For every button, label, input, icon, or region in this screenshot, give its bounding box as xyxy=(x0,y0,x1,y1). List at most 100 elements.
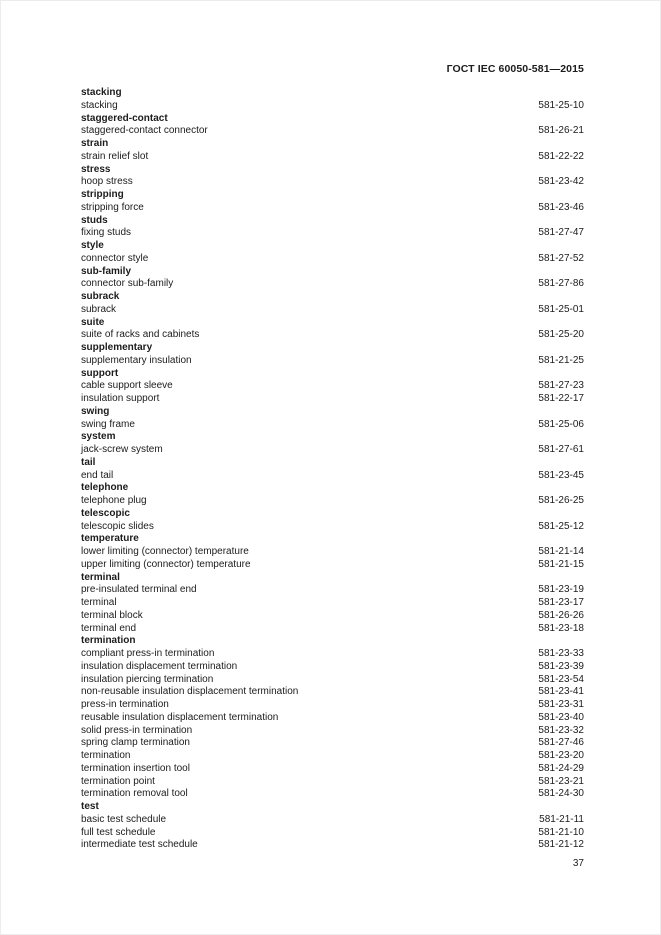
code-text: 581-27-61 xyxy=(538,444,584,455)
term-text: insulation support xyxy=(81,393,160,404)
code-text: 581-23-20 xyxy=(538,750,584,761)
code-text: 581-27-52 xyxy=(538,252,584,264)
index-entry-row: non-reusable insulation displacement ter… xyxy=(81,686,584,699)
index-headword-row: stacking xyxy=(81,87,584,100)
index-entry-row: connector style 581-27-52 xyxy=(81,253,584,266)
term-text: stacking xyxy=(81,99,118,111)
term-text: solid press-in termination xyxy=(81,724,193,736)
headword-text: suite xyxy=(81,316,105,328)
code-text: 581-23-46 xyxy=(538,201,584,213)
index-headword-row: swing xyxy=(81,406,584,419)
index-entry-row: supplementary insulation 581-21-25 xyxy=(81,355,584,368)
code-text: 581-23-21 xyxy=(538,775,584,787)
index-entry-row: cable support sleeve 581-27-23 xyxy=(81,380,584,393)
code-text: 581-23-42 xyxy=(538,176,584,188)
headword-text: stacking xyxy=(81,87,122,98)
term-text: terminal end xyxy=(81,622,137,634)
term-text: pre-insulated terminal end xyxy=(81,584,197,596)
term-text: staggered-contact connector xyxy=(81,125,208,137)
headword-text: strain xyxy=(81,138,109,149)
code-text: 581-23-41 xyxy=(538,686,584,698)
term-text: termination insertion tool xyxy=(81,762,190,774)
code-text: 581-22-22 xyxy=(538,150,584,162)
index-entry-row: stripping force 581-23-46 xyxy=(81,202,584,215)
index-entry-row: subrack 581-25-01 xyxy=(81,304,584,317)
index-entry-row: telephone plug 581-26-25 xyxy=(81,495,584,508)
code-text: 581-24-30 xyxy=(538,788,584,800)
code-text: 581-23-45 xyxy=(538,469,584,481)
code-text: 581-21-11 xyxy=(539,813,584,825)
index-entry-row: terminal 581-23-17 xyxy=(81,597,584,610)
headword-text: test xyxy=(81,801,99,812)
headword-text: temperature xyxy=(81,533,139,545)
term-text: jack-screw system xyxy=(81,444,163,455)
index-entry-row: termination 581-23-20 xyxy=(81,750,584,763)
term-text: insulation displacement termination xyxy=(81,660,238,672)
term-text: insulation piercing termination xyxy=(81,673,214,685)
term-text: telescopic slides xyxy=(81,520,154,532)
index-headword-row: supplementary xyxy=(81,342,584,355)
term-text: swing frame xyxy=(81,418,135,430)
index-entry-row: full test schedule 581-21-10 xyxy=(81,827,584,840)
term-text: lower limiting (connector) temperature xyxy=(81,546,249,557)
code-text: 581-26-26 xyxy=(538,609,584,621)
page-number: 37 xyxy=(572,858,584,869)
headword-text: staggered-contact xyxy=(81,112,168,124)
code-text: 581-27-47 xyxy=(538,227,584,239)
code-text: 581-21-12 xyxy=(538,839,584,851)
headword-text: tail xyxy=(81,456,96,468)
headword-text: swing xyxy=(81,405,110,417)
headword-text: subrack xyxy=(81,291,120,302)
code-text: 581-23-32 xyxy=(538,724,584,736)
index-entry-row: reusable insulation displacement termina… xyxy=(81,712,584,725)
index-entry-row: swing frame 581-25-06 xyxy=(81,419,584,432)
code-text: 581-25-01 xyxy=(538,303,584,315)
index-entry-row: insulation support 581-22-17 xyxy=(81,393,584,406)
term-text: supplementary insulation xyxy=(81,354,192,366)
term-text: connector sub-family xyxy=(81,278,174,290)
index-list: stacking stacking 581-25-10 staggered-conta… xyxy=(81,87,584,852)
index-entry-row: termination removal tool 581-24-30 xyxy=(81,788,584,801)
headword-text: sub-family xyxy=(81,265,132,277)
headword-text: termination xyxy=(81,635,136,647)
code-text: 581-26-25 xyxy=(538,495,584,506)
index-entry-row: press-in termination 581-23-31 xyxy=(81,699,584,712)
index-entry-row: termination point 581-23-21 xyxy=(81,776,584,789)
document-header-title: ГОСТ IEC 60050-581—2015 xyxy=(446,63,584,75)
index-headword-row: termination xyxy=(81,635,584,648)
term-text: subrack xyxy=(81,303,117,315)
index-headword-row: terminal xyxy=(81,572,584,585)
term-text: terminal block xyxy=(81,609,143,621)
code-text: 581-25-20 xyxy=(538,329,584,341)
index-entry-row: insulation displacement termination 581-2… xyxy=(81,661,584,674)
term-text: strain relief slot xyxy=(81,150,149,162)
term-text: stripping force xyxy=(81,201,144,213)
term-text: telephone plug xyxy=(81,495,147,506)
headword-text: stress xyxy=(81,163,111,175)
index-entry-row: terminal block 581-26-26 xyxy=(81,610,584,623)
index-headword-row: sub-family xyxy=(81,266,584,279)
index-headword-row: staggered-contact xyxy=(81,113,584,126)
index-entry-row: terminal end 581-23-18 xyxy=(81,623,584,636)
code-text: 581-21-10 xyxy=(538,826,584,838)
code-text: 581-23-17 xyxy=(538,597,584,608)
term-text: upper limiting (connector) temperature xyxy=(81,558,251,570)
code-text: 581-21-25 xyxy=(538,354,584,366)
headword-text: style xyxy=(81,240,104,251)
index-entry-row: telescopic slides 581-25-12 xyxy=(81,521,584,534)
term-text: press-in termination xyxy=(81,699,169,710)
index-entry-row: jack-screw system 581-27-61 xyxy=(81,444,584,457)
term-text: spring clamp termination xyxy=(81,737,190,749)
index-entry-row: termination insertion tool 581-24-29 xyxy=(81,763,584,776)
index-headword-row: style xyxy=(81,240,584,253)
index-entry-row: basic test schedule 581-21-11 xyxy=(81,814,584,827)
code-text: 581-23-18 xyxy=(538,622,584,634)
index-entry-row: staggered-contact connector 581-26-21 xyxy=(81,125,584,138)
index-headword-row: studs xyxy=(81,215,584,228)
term-text: non-reusable insulation displacement ter… xyxy=(81,686,299,698)
index-headword-row: stripping xyxy=(81,189,584,202)
index-entry-row: pre-insulated terminal end 581-23-19 xyxy=(81,584,584,597)
code-text: 581-23-40 xyxy=(538,711,584,723)
code-text: 581-21-14 xyxy=(538,546,584,557)
